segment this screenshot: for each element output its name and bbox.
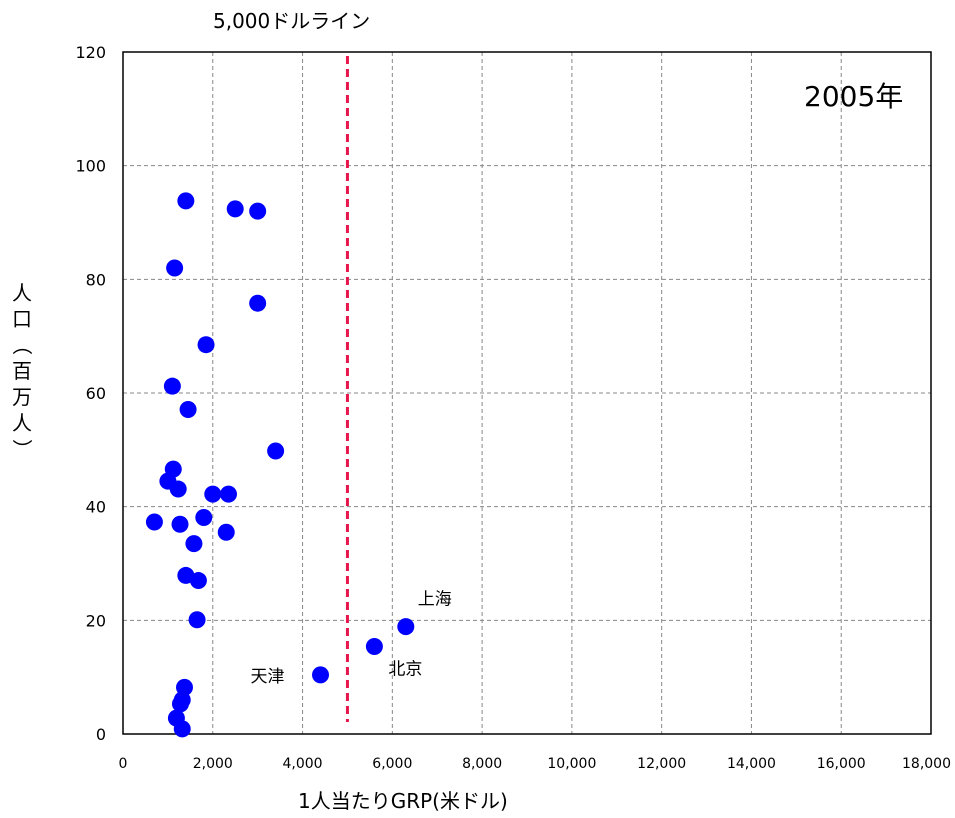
y-tick-label: 60 xyxy=(86,384,106,403)
y-axis-label-char: （ xyxy=(10,335,34,355)
x-tick-labels: 0 2,000 4,000 6,000 8,000 10,000 12,000 14,000 1… xyxy=(119,756,951,772)
x-tick-label: 14,000 xyxy=(727,756,776,772)
grid-lines xyxy=(123,52,931,734)
data-point xyxy=(188,611,206,629)
data-point xyxy=(249,294,267,312)
y-tick-label: 100 xyxy=(75,157,106,176)
data-point xyxy=(185,535,203,553)
x-tick-label: 10,000 xyxy=(547,756,596,772)
data-point xyxy=(219,485,237,503)
data-point xyxy=(312,666,330,684)
y-tick-label: 40 xyxy=(86,498,106,517)
data-point xyxy=(173,720,191,738)
data-point xyxy=(365,637,383,655)
point-label: 北京 xyxy=(388,659,422,679)
y-tick-labels: 0 20 40 60 80 100 120 xyxy=(75,43,106,744)
data-point xyxy=(171,515,189,533)
x-tick-label: 6,000 xyxy=(372,756,412,772)
y-axis-label-char: ） xyxy=(10,439,34,459)
data-point xyxy=(166,259,184,277)
x-tick-label: 18,000 xyxy=(902,756,951,772)
point-label: 天津 xyxy=(251,667,285,687)
data-point xyxy=(169,480,187,498)
y-tick-label: 120 xyxy=(75,43,106,62)
data-point xyxy=(397,618,415,636)
data-point xyxy=(249,202,267,220)
y-axis-label-char: 人 xyxy=(12,281,32,305)
data-point xyxy=(163,377,181,395)
x-tick-label: 2,000 xyxy=(193,756,233,772)
data-point xyxy=(204,485,222,503)
x-tick-label: 16,000 xyxy=(817,756,866,772)
data-point xyxy=(177,192,195,210)
data-point xyxy=(267,442,285,460)
plot-area xyxy=(122,51,932,735)
y-axis-label: 人口（百万人） xyxy=(10,281,34,459)
data-point xyxy=(195,508,213,526)
y-axis-label-char: 万 xyxy=(12,385,32,409)
point-label: 上海 xyxy=(418,590,452,610)
data-point xyxy=(171,695,189,713)
y-tick-label: 80 xyxy=(86,270,106,289)
data-point xyxy=(189,572,207,590)
data-point xyxy=(217,523,235,541)
y-axis-label-char: 口 xyxy=(12,307,32,331)
reference-line-label: 5,000ドルライン xyxy=(213,9,370,33)
x-tick-label: 4,000 xyxy=(283,756,323,772)
data-point xyxy=(179,400,197,418)
data-point xyxy=(145,513,163,531)
data-point xyxy=(197,336,215,354)
x-axis-label: 1人当たりGRP(米ドル) xyxy=(298,789,508,813)
year-annotation: 2005年 xyxy=(804,80,903,113)
y-axis-label-char: 百 xyxy=(12,359,32,383)
y-tick-label: 0 xyxy=(96,725,106,744)
y-tick-label: 20 xyxy=(86,611,106,630)
data-points xyxy=(145,192,415,738)
x-tick-label: 12,000 xyxy=(637,756,686,772)
y-axis-label-char: 人 xyxy=(12,411,32,435)
x-tick-label: 0 xyxy=(119,756,128,772)
data-point xyxy=(226,200,244,218)
x-tick-label: 8,000 xyxy=(462,756,502,772)
